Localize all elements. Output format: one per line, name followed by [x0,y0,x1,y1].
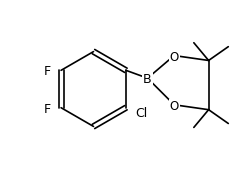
Text: O: O [170,51,179,64]
Text: O: O [170,100,179,113]
Text: F: F [44,103,51,116]
Text: Cl: Cl [136,107,148,120]
Text: F: F [44,65,51,78]
Text: B: B [143,73,152,86]
